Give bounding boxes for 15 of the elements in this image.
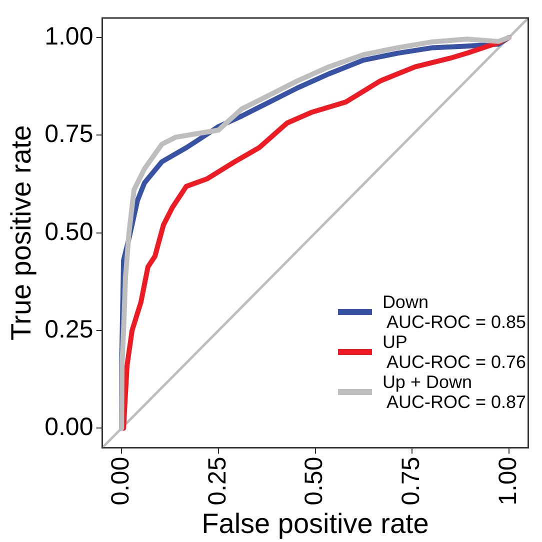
x-axis-title: False positive rate	[202, 508, 429, 539]
x-tick-label: 0.25	[203, 456, 232, 506]
y-tick-label: 0.75	[44, 120, 94, 148]
legend-label: Up + Down AUC-ROC = 0.87	[382, 372, 526, 412]
x-tick-label: 0.75	[396, 456, 425, 506]
y-axis-title: True positive rate	[6, 125, 37, 341]
y-tick-label: 1.00	[44, 22, 94, 50]
x-tick-label: 0.00	[106, 456, 135, 506]
legend-label: UP AUC-ROC = 0.76	[382, 332, 526, 372]
x-tick-label: 0.50	[300, 456, 328, 506]
legend-label: Down AUC-ROC = 0.85	[382, 292, 526, 332]
y-tick-label: 0.50	[44, 218, 94, 246]
y-tick-label: 0.25	[44, 315, 94, 344]
y-tick-label: 0.00	[44, 413, 94, 442]
x-tick-label: 1.00	[494, 456, 522, 506]
